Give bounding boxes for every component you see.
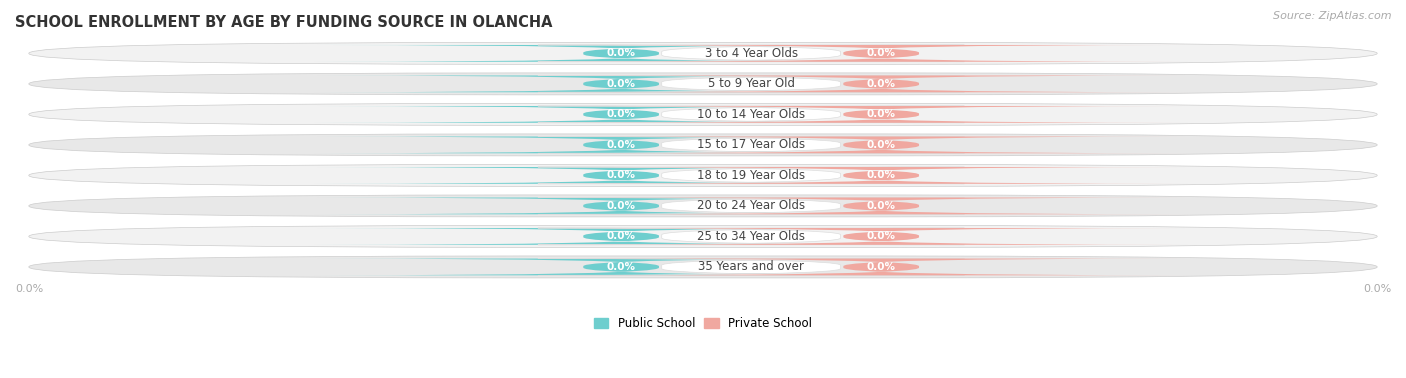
Text: 0.0%: 0.0% <box>866 140 896 150</box>
FancyBboxPatch shape <box>315 136 928 153</box>
Text: 0.0%: 0.0% <box>866 201 896 211</box>
FancyBboxPatch shape <box>315 228 928 245</box>
FancyBboxPatch shape <box>315 167 928 184</box>
Text: 0.0%: 0.0% <box>606 201 636 211</box>
Legend: Public School, Private School: Public School, Private School <box>593 317 813 330</box>
Text: Source: ZipAtlas.com: Source: ZipAtlas.com <box>1274 11 1392 21</box>
Text: 5 to 9 Year Old: 5 to 9 Year Old <box>707 77 794 90</box>
Text: 18 to 19 Year Olds: 18 to 19 Year Olds <box>697 169 806 182</box>
FancyBboxPatch shape <box>315 106 928 123</box>
FancyBboxPatch shape <box>28 195 1378 217</box>
Text: 0.0%: 0.0% <box>606 262 636 272</box>
Text: 0.0%: 0.0% <box>606 140 636 150</box>
FancyBboxPatch shape <box>28 164 1378 186</box>
FancyBboxPatch shape <box>538 106 965 123</box>
FancyBboxPatch shape <box>28 42 1378 64</box>
FancyBboxPatch shape <box>575 76 1187 92</box>
FancyBboxPatch shape <box>575 198 1187 214</box>
FancyBboxPatch shape <box>575 136 1187 153</box>
FancyBboxPatch shape <box>315 259 928 275</box>
Text: SCHOOL ENROLLMENT BY AGE BY FUNDING SOURCE IN OLANCHA: SCHOOL ENROLLMENT BY AGE BY FUNDING SOUR… <box>15 15 553 30</box>
FancyBboxPatch shape <box>28 134 1378 156</box>
FancyBboxPatch shape <box>538 167 965 184</box>
FancyBboxPatch shape <box>575 259 1187 275</box>
FancyBboxPatch shape <box>315 76 928 92</box>
Text: 25 to 34 Year Olds: 25 to 34 Year Olds <box>697 230 806 243</box>
Text: 0.0%: 0.0% <box>606 48 636 58</box>
FancyBboxPatch shape <box>575 106 1187 123</box>
Text: 0.0%: 0.0% <box>606 79 636 89</box>
Text: 3 to 4 Year Olds: 3 to 4 Year Olds <box>704 47 797 60</box>
FancyBboxPatch shape <box>315 45 928 62</box>
Text: 0.0%: 0.0% <box>866 170 896 180</box>
FancyBboxPatch shape <box>538 198 965 214</box>
Text: 0.0%: 0.0% <box>866 109 896 119</box>
FancyBboxPatch shape <box>538 136 965 153</box>
FancyBboxPatch shape <box>28 225 1378 248</box>
FancyBboxPatch shape <box>538 45 965 62</box>
FancyBboxPatch shape <box>538 228 965 245</box>
Text: 0.0%: 0.0% <box>606 170 636 180</box>
FancyBboxPatch shape <box>575 45 1187 62</box>
Text: 15 to 17 Year Olds: 15 to 17 Year Olds <box>697 138 806 152</box>
FancyBboxPatch shape <box>28 256 1378 278</box>
Text: 0.0%: 0.0% <box>866 48 896 58</box>
Text: 0.0%: 0.0% <box>866 231 896 242</box>
Text: 20 to 24 Year Olds: 20 to 24 Year Olds <box>697 200 806 212</box>
FancyBboxPatch shape <box>538 76 965 92</box>
Text: 0.0%: 0.0% <box>606 231 636 242</box>
Text: 35 Years and over: 35 Years and over <box>699 260 804 273</box>
FancyBboxPatch shape <box>315 198 928 214</box>
FancyBboxPatch shape <box>28 104 1378 125</box>
Text: 0.0%: 0.0% <box>866 262 896 272</box>
Text: 0.0%: 0.0% <box>1362 284 1391 294</box>
Text: 0.0%: 0.0% <box>15 284 44 294</box>
FancyBboxPatch shape <box>538 259 965 275</box>
Text: 0.0%: 0.0% <box>606 109 636 119</box>
Text: 0.0%: 0.0% <box>866 79 896 89</box>
FancyBboxPatch shape <box>575 228 1187 245</box>
FancyBboxPatch shape <box>575 167 1187 184</box>
FancyBboxPatch shape <box>28 73 1378 95</box>
Text: 10 to 14 Year Olds: 10 to 14 Year Olds <box>697 108 806 121</box>
